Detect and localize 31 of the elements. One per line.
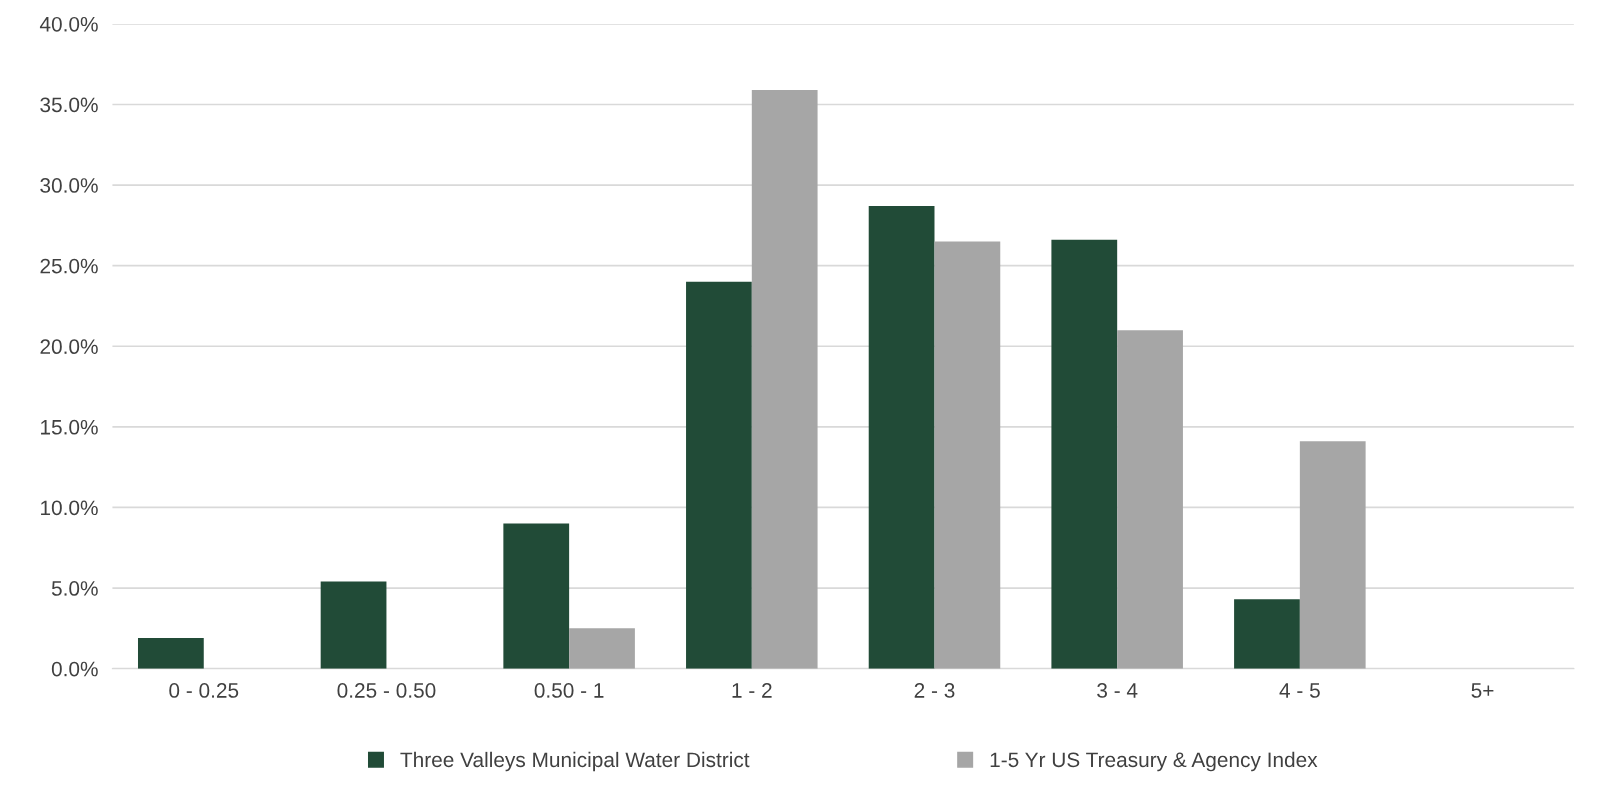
y-tick-label: 0.0% bbox=[51, 661, 98, 677]
y-tick-label: 5.0% bbox=[51, 581, 98, 596]
x-tick-label: 0 - 0.25 bbox=[169, 683, 239, 698]
bar bbox=[934, 241, 1001, 669]
y-tick-label: 25.0% bbox=[40, 258, 98, 274]
x-tick-label: 4 - 5 bbox=[1279, 683, 1320, 698]
bar bbox=[138, 638, 204, 669]
x-tick-label: 5+ bbox=[1471, 683, 1494, 698]
bar bbox=[1299, 441, 1366, 669]
y-tick-label: 10.0% bbox=[41, 500, 98, 516]
x-tick-label: 0.50 - 1 bbox=[534, 683, 604, 698]
x-tick-label: 0.25 - 0.50 bbox=[337, 683, 436, 698]
bar bbox=[503, 523, 570, 669]
x-tick-label: 2 - 3 bbox=[914, 683, 955, 698]
legend-label: 1-5 Yr US Treasury & Agency Index bbox=[990, 751, 1318, 772]
legend-label: Three Valleys Municipal Water District bbox=[400, 751, 750, 772]
bar bbox=[320, 581, 387, 669]
x-tick-label: 3 - 4 bbox=[1097, 683, 1138, 698]
bar bbox=[569, 628, 635, 669]
y-tick-label: 35.0% bbox=[40, 97, 98, 113]
bar bbox=[1051, 239, 1118, 669]
bar bbox=[1234, 599, 1300, 669]
y-tick-label: 30.0% bbox=[40, 178, 98, 193]
y-tick-label: 40.0% bbox=[39, 16, 98, 32]
bar bbox=[686, 281, 752, 669]
y-tick-label: 20.0% bbox=[40, 339, 98, 355]
bar bbox=[751, 89, 818, 669]
x-tick-label: 1 - 2 bbox=[732, 683, 772, 698]
bar bbox=[1117, 330, 1183, 669]
bar bbox=[868, 206, 935, 669]
y-tick-label: 15.0% bbox=[41, 419, 98, 435]
